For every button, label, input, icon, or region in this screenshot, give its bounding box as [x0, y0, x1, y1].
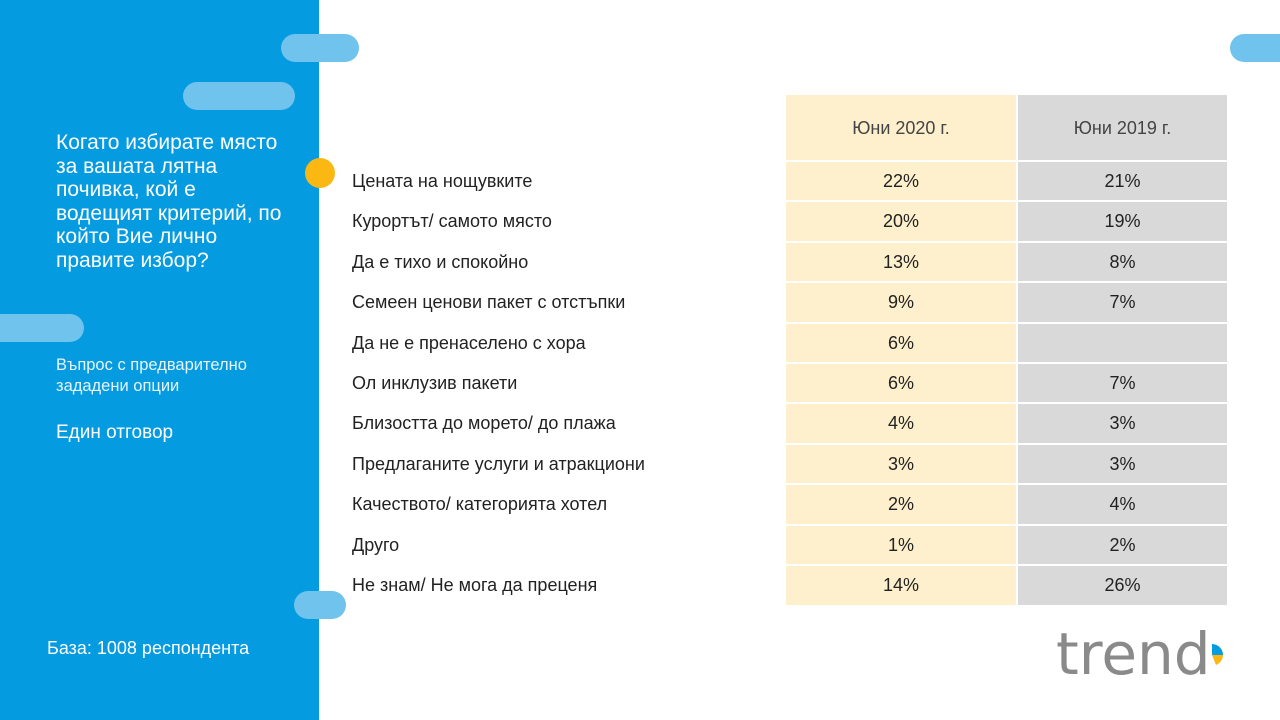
value-2020: 1% — [887, 534, 914, 555]
value-2019: 21% — [1104, 171, 1141, 191]
row-label: Курортът/ самото място — [352, 211, 552, 232]
value-2020: 3% — [887, 453, 914, 474]
value-2019: 19% — [1104, 211, 1141, 232]
trend-logo: trend — [1056, 620, 1223, 684]
value-2020: 4% — [887, 413, 914, 434]
value-2019: 3% — [1109, 413, 1136, 434]
column-2019-background — [1018, 95, 1227, 605]
decorative-pill — [281, 34, 359, 62]
decorative-pill — [294, 591, 346, 619]
value-2020: 20% — [882, 211, 920, 232]
row-label: Да не е пренаселено с хора — [352, 332, 586, 353]
sidebar-panel — [0, 0, 319, 720]
value-2020: 13% — [882, 251, 920, 272]
column-separator — [1016, 95, 1018, 605]
value-2019: 2% — [1109, 534, 1136, 555]
decorative-pill — [0, 314, 84, 342]
value-2020: 14% — [882, 575, 920, 595]
row-divider — [786, 523, 1227, 526]
value-2020: 6% — [887, 332, 914, 353]
row-divider — [786, 240, 1227, 243]
row-label: Близостта до морето/ до плажа — [352, 413, 616, 434]
row-divider — [786, 362, 1227, 364]
row-divider — [786, 483, 1227, 486]
decorative-pill — [183, 82, 295, 110]
row-label: Друго — [352, 534, 400, 555]
value-2019: 3% — [1109, 453, 1136, 474]
row-divider — [786, 564, 1227, 566]
pie-chart-icon — [1212, 644, 1223, 665]
value-2020: 22% — [882, 171, 920, 191]
answer-type: Един отговор — [56, 422, 174, 443]
value-2019 — [1018, 323, 1227, 363]
row-label: Не знам/ Не мога да преценя — [352, 575, 598, 595]
row-divider — [786, 321, 1227, 324]
value-2019: 8% — [1109, 251, 1136, 272]
survey-question: Когато избирате място за вашата лятна по… — [56, 131, 282, 272]
value-2019: 7% — [1109, 373, 1136, 393]
decorative-pill — [1230, 34, 1280, 62]
logo-text: trend — [1056, 620, 1211, 684]
decorative-dot — [305, 158, 335, 188]
sample-base: База: 1008 респондента — [47, 638, 250, 658]
row-divider — [786, 200, 1227, 203]
question-note: Въпрос с предварително зададени опции — [56, 356, 247, 395]
value-2020: 6% — [887, 373, 914, 393]
row-divider — [786, 442, 1227, 445]
column-header-2020: Юни 2020 г. — [852, 118, 950, 138]
row-divider — [786, 281, 1227, 284]
row-divider — [786, 402, 1227, 405]
row-label: Да е тихо и спокойно — [352, 251, 529, 272]
value-2019: 26% — [1104, 575, 1141, 595]
row-divider — [786, 160, 1227, 162]
row-label: Предлаганите услуги и атракциони — [352, 453, 645, 474]
column-2020-background — [786, 95, 1016, 605]
value-2020: 2% — [887, 494, 914, 515]
row-label: Качеството/ категорията хотел — [352, 494, 608, 515]
row-label: Ол инклузив пакети — [352, 373, 518, 393]
value-2019: 7% — [1109, 292, 1136, 313]
value-2020: 9% — [887, 292, 914, 313]
column-header-2019: Юни 2019 г. — [1073, 118, 1172, 138]
row-label: Цената на нощувките — [352, 171, 533, 191]
row-label: Семеен ценови пакет с отстъпки — [352, 292, 626, 313]
value-2019: 4% — [1109, 494, 1136, 515]
